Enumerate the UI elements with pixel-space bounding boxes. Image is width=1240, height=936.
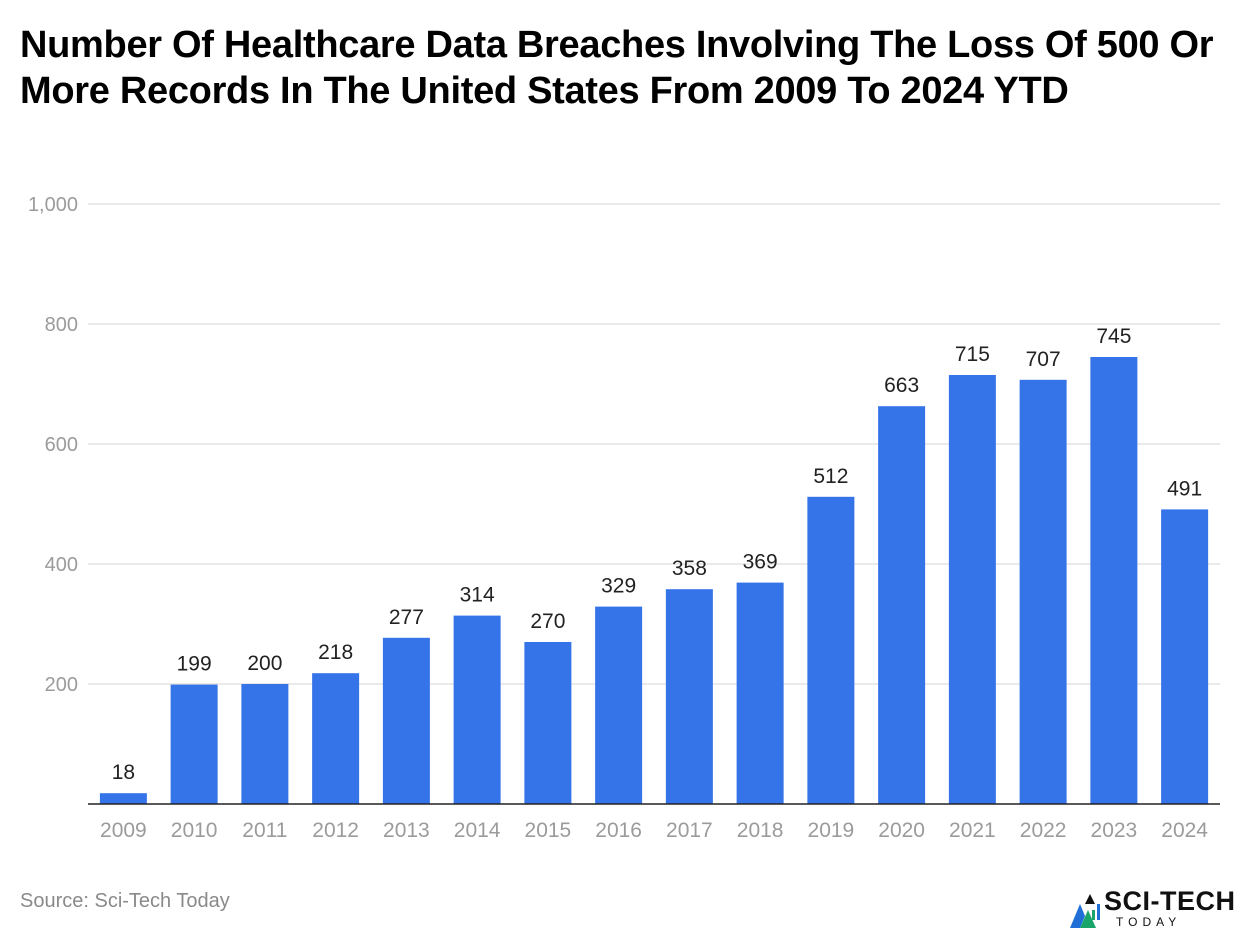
x-tick-label: 2017: [666, 819, 713, 842]
bar: [312, 673, 360, 804]
data-label: 18: [112, 761, 135, 784]
data-label: 199: [177, 653, 212, 676]
bar: [595, 606, 643, 804]
bar-chart: 200 400 600 800 1,000 18 199 200 218 277 314 270 32…: [28, 194, 1220, 842]
sci-tech-logo: SCI-TECH TODAY: [1068, 886, 1238, 932]
bar: [1161, 509, 1209, 804]
x-tick-label: 2014: [454, 819, 501, 842]
y-tick-label: 400: [45, 554, 78, 576]
bar: [736, 582, 784, 804]
data-label: 358: [672, 557, 707, 580]
bar: [382, 637, 430, 804]
x-tick-label: 2023: [1091, 819, 1138, 842]
data-label: 314: [460, 584, 495, 607]
y-tick-label: 1,000: [28, 194, 78, 216]
bars: [99, 357, 1209, 804]
x-tick-label: 2024: [1161, 819, 1208, 842]
x-tick-label: 2009: [100, 819, 147, 842]
bar: [453, 615, 501, 804]
data-label: 218: [318, 641, 353, 664]
x-tick-label: 2015: [525, 819, 572, 842]
chart-title: Number Of Healthcare Data Breaches Invol…: [20, 24, 1214, 112]
data-label: 715: [955, 343, 990, 366]
x-tick-label: 2010: [171, 819, 218, 842]
x-tick-label: 2021: [949, 819, 996, 842]
data-label: 491: [1167, 477, 1202, 500]
sci-tech-logo-icon: [1070, 894, 1100, 928]
logo-subtitle: TODAY: [1116, 915, 1182, 929]
x-tick-label: 2013: [383, 819, 430, 842]
x-axis-tick-labels: 2009 2010 2011 2012 2013 2014 2015 2016 2017 2018…: [100, 819, 1208, 842]
data-label: 270: [530, 610, 565, 633]
y-axis-tick-labels: 200 400 600 800 1,000: [28, 194, 78, 696]
data-label: 512: [813, 465, 848, 488]
x-tick-label: 2018: [737, 819, 784, 842]
data-label: 707: [1026, 348, 1061, 371]
data-label: 745: [1096, 325, 1131, 348]
data-label: 200: [247, 652, 282, 675]
x-tick-label: 2016: [595, 819, 642, 842]
bar: [170, 684, 218, 804]
data-label: 663: [884, 374, 919, 397]
data-label: 369: [743, 551, 778, 574]
x-tick-label: 2020: [878, 819, 925, 842]
bar: [807, 496, 855, 804]
bar: [241, 684, 289, 804]
x-tick-label: 2019: [808, 819, 855, 842]
y-tick-label: 200: [45, 674, 78, 696]
bar: [1019, 379, 1067, 804]
x-tick-label: 2011: [242, 819, 287, 842]
y-tick-label: 600: [45, 434, 78, 456]
data-label: 329: [601, 575, 636, 598]
bar: [665, 589, 713, 804]
data-labels: 18 199 200 218 277 314 270 329 358 369 512 663 715 70…: [112, 325, 1202, 784]
bar: [948, 375, 996, 804]
bar: [1090, 357, 1138, 804]
source-note: Source: Sci-Tech Today: [20, 890, 230, 912]
bar: [524, 642, 572, 804]
x-tick-label: 2012: [312, 819, 359, 842]
y-tick-label: 800: [45, 314, 78, 336]
bar: [99, 793, 147, 804]
bar: [878, 406, 926, 804]
data-label: 277: [389, 606, 424, 629]
logo-wordmark: SCI-TECH: [1104, 886, 1236, 916]
x-tick-label: 2022: [1020, 819, 1067, 842]
